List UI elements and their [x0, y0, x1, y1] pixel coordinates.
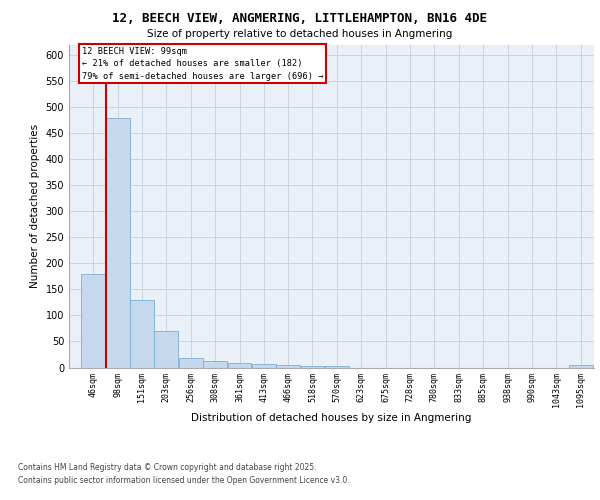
Bar	[301, 366, 324, 368]
Text: Contains public sector information licensed under the Open Government Licence v3: Contains public sector information licen…	[18, 476, 350, 485]
Bar	[130, 300, 154, 368]
Bar	[277, 366, 300, 368]
Bar	[252, 364, 276, 368]
Text: 12, BEECH VIEW, ANGMERING, LITTLEHAMPTON, BN16 4DE: 12, BEECH VIEW, ANGMERING, LITTLEHAMPTON…	[113, 12, 487, 26]
Text: Contains HM Land Registry data © Crown copyright and database right 2025.: Contains HM Land Registry data © Crown c…	[18, 462, 317, 471]
X-axis label: Distribution of detached houses by size in Angmering: Distribution of detached houses by size …	[191, 413, 472, 423]
Text: 12 BEECH VIEW: 99sqm
← 21% of detached houses are smaller (182)
79% of semi-deta: 12 BEECH VIEW: 99sqm ← 21% of detached h…	[82, 46, 323, 80]
Text: Size of property relative to detached houses in Angmering: Size of property relative to detached ho…	[148, 29, 452, 39]
Bar	[82, 274, 105, 368]
Bar	[569, 365, 593, 368]
Bar	[227, 364, 251, 368]
Bar	[106, 118, 130, 368]
Bar	[179, 358, 203, 368]
Bar	[325, 366, 349, 368]
Y-axis label: Number of detached properties: Number of detached properties	[30, 124, 40, 288]
Bar	[154, 331, 178, 368]
Bar	[203, 362, 227, 368]
